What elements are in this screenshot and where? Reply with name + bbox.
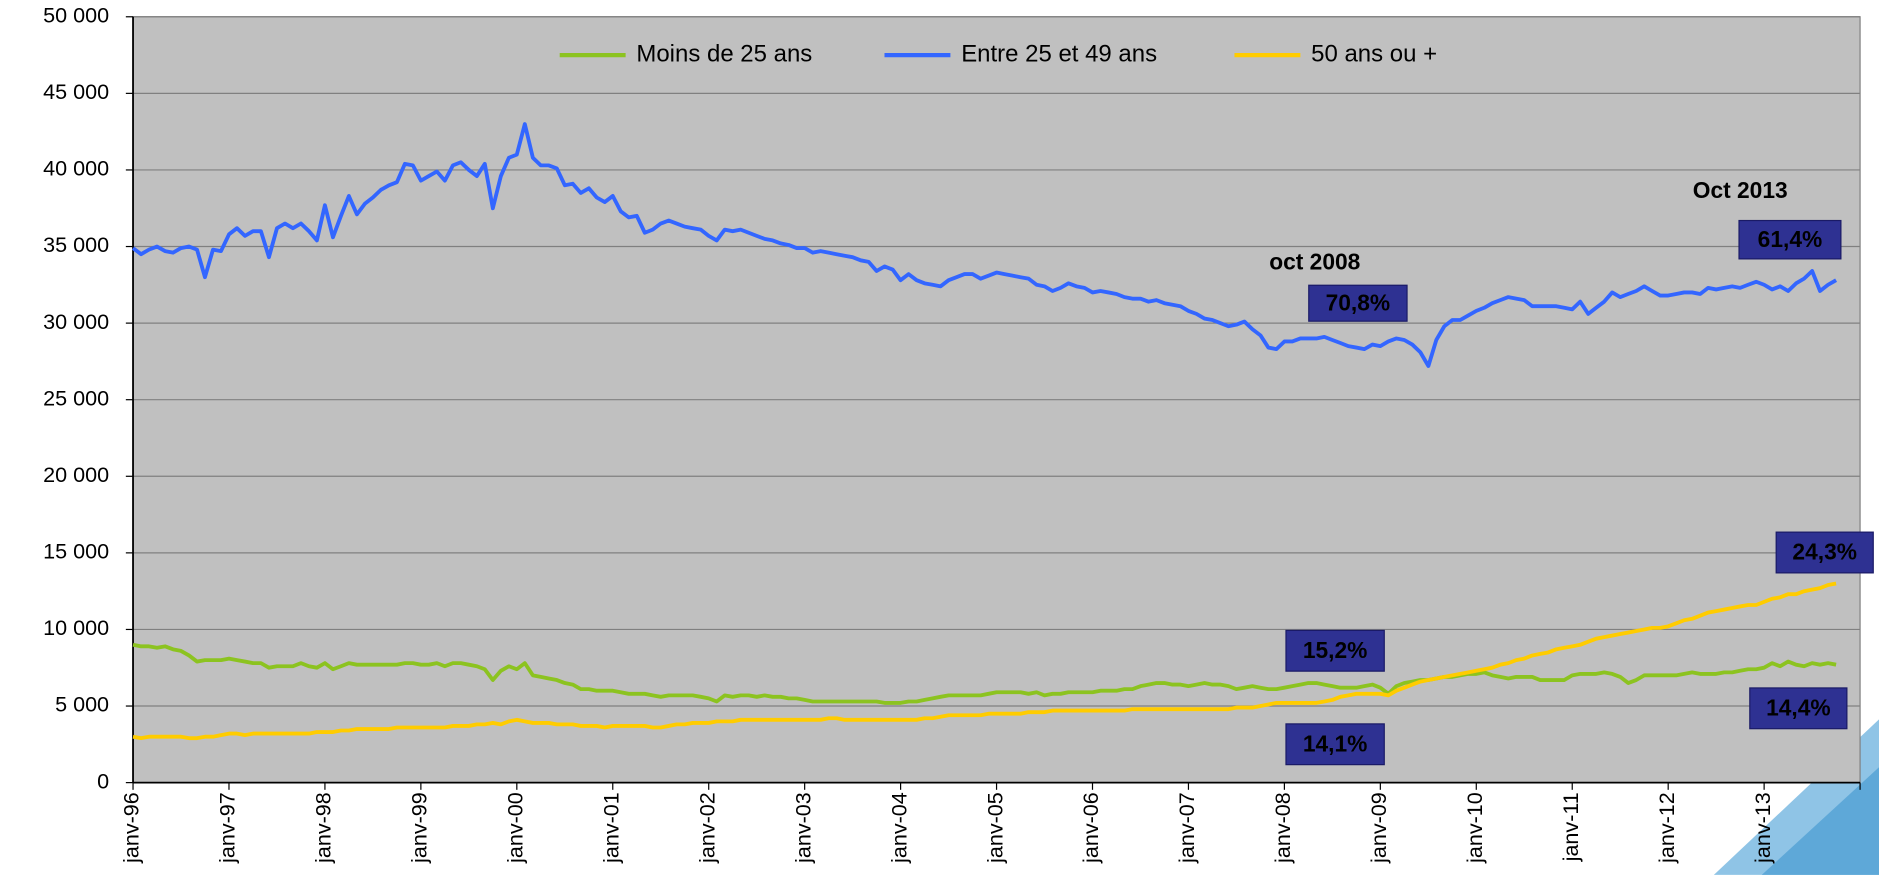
- y-tick-label: 40 000: [43, 156, 109, 181]
- annotation: oct 2008: [1269, 249, 1360, 275]
- x-tick-label: janv-06: [1078, 792, 1103, 864]
- annotation-box: [1749, 687, 1848, 730]
- y-tick-label: 20 000: [43, 462, 109, 487]
- x-tick-label: janv-07: [1174, 792, 1199, 864]
- y-tick-label: 10 000: [43, 615, 109, 640]
- x-tick-label: janv-96: [119, 792, 144, 864]
- x-tick-label: janv-00: [503, 792, 528, 864]
- x-tick-label: janv-04: [886, 792, 911, 864]
- x-tick-label: janv-08: [1270, 792, 1295, 864]
- legend-label: 50 ans ou +: [1311, 40, 1437, 67]
- annotation: 70,8%: [1326, 289, 1391, 315]
- chart-body: 0 5 000 10 000 15 000 20 000 25 000 30 000 35 0…: [43, 2, 1879, 875]
- y-tick-label: 25 000: [43, 385, 109, 410]
- annotation-box: [1775, 531, 1874, 574]
- y-tick-label: 0: [97, 768, 109, 793]
- x-tick-label: janv-12: [1654, 792, 1679, 864]
- annotation: 14,1%: [1303, 730, 1368, 756]
- series-line: [132, 642, 1837, 705]
- y-tick-label: 50 000: [43, 2, 109, 27]
- x-tick-label: janv-99: [407, 792, 432, 864]
- y-tick-label: 30 000: [43, 309, 109, 334]
- x-tick-label: janv-98: [311, 792, 336, 864]
- y-tick-label: 45 000: [43, 79, 109, 104]
- annotation-box: [1308, 284, 1408, 322]
- legend-label: Entre 25 et 49 ans: [961, 40, 1157, 67]
- annotation: Oct 2013: [1693, 177, 1788, 203]
- y-tick-label: 15 000: [43, 539, 109, 564]
- x-tick-label: janv-01: [598, 792, 623, 864]
- x-tick-label: janv-13: [1750, 792, 1775, 864]
- x-tick-label: janv-97: [215, 792, 240, 864]
- series-line: [132, 581, 1837, 741]
- annotation: 24,3%: [1792, 539, 1857, 565]
- annotation: 15,2%: [1303, 637, 1368, 663]
- x-tick-label: janv-05: [982, 792, 1007, 864]
- x-tick-label: janv-11: [1558, 792, 1583, 862]
- decoration: [1761, 767, 1879, 875]
- x-tick-label: janv-10: [1462, 792, 1487, 864]
- annotation-box: [1285, 629, 1385, 672]
- y-tick-label: 35 000: [43, 232, 109, 257]
- x-tick-label: janv-02: [694, 792, 719, 864]
- annotation: 14,4%: [1766, 695, 1831, 721]
- annotation: 61,4%: [1758, 226, 1823, 252]
- annotation-box: [1738, 219, 1842, 260]
- annotation-box: [1285, 723, 1385, 766]
- legend-label: Moins de 25 ans: [636, 40, 812, 67]
- series-line: [131, 122, 1838, 368]
- x-tick-label: janv-09: [1366, 792, 1391, 864]
- y-tick-label: 5 000: [55, 692, 109, 717]
- x-tick-label: janv-03: [790, 792, 815, 864]
